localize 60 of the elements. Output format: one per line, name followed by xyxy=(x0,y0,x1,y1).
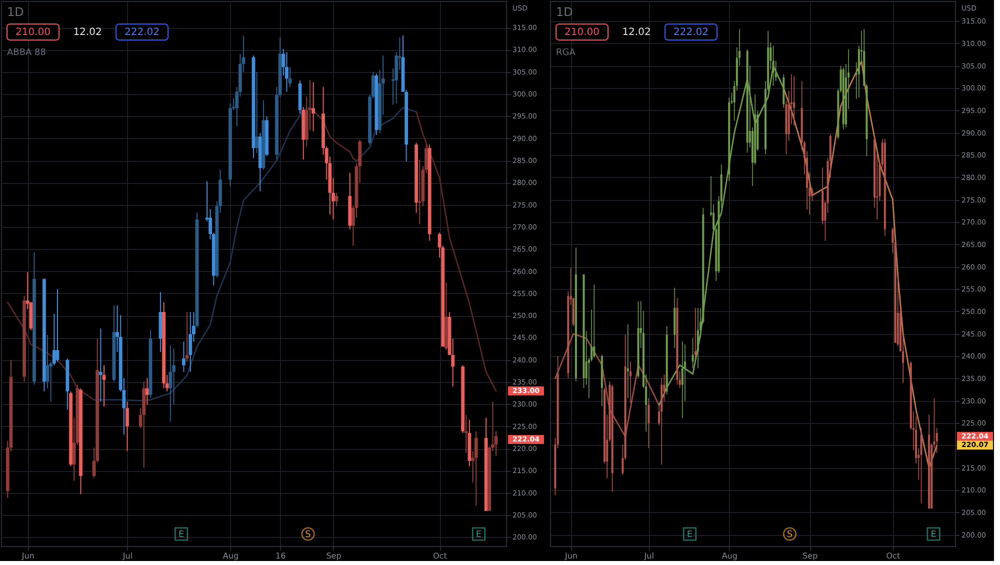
candlestick xyxy=(185,312,189,362)
annotation: 222.02 xyxy=(674,27,708,38)
line-series xyxy=(416,111,497,392)
candlestick xyxy=(145,378,149,406)
candlestick xyxy=(811,187,814,202)
annotation: 222.02 xyxy=(124,27,160,38)
candlestick xyxy=(793,76,796,126)
annotation: 12.02 xyxy=(73,27,102,38)
x-tick-label: Aug xyxy=(222,552,239,560)
candlestick xyxy=(168,344,172,422)
line-series xyxy=(93,106,311,402)
candlestick xyxy=(474,430,478,506)
line-series xyxy=(782,60,938,469)
annotation: E xyxy=(930,530,937,540)
x-tick-label: Sep xyxy=(326,552,342,560)
candlestick xyxy=(334,192,338,207)
annotation: E xyxy=(686,530,693,540)
candlestick xyxy=(312,82,316,132)
x-tick-label: Jul xyxy=(643,552,654,560)
x-tick-label: Oct xyxy=(433,552,447,560)
x-tick-label: Jul xyxy=(122,552,133,560)
chart-title: 1D xyxy=(556,5,573,19)
annotation: 210.00 xyxy=(16,27,50,38)
line-series xyxy=(6,302,95,400)
x-tick-label: 16 xyxy=(275,552,286,560)
x-tick-label: Jun xyxy=(20,552,34,560)
annotation: S xyxy=(786,530,793,540)
annotation: 210.00 xyxy=(564,27,600,38)
candlestick xyxy=(593,284,596,358)
candlestick xyxy=(692,337,694,369)
candlestick xyxy=(126,401,129,452)
x-tick-label: Aug xyxy=(722,552,738,560)
candlestick xyxy=(182,341,186,372)
text: RGA xyxy=(556,48,576,58)
candlestick xyxy=(102,364,106,407)
x-tick-label: Oct xyxy=(886,552,900,560)
line-series xyxy=(356,107,417,162)
candlestick xyxy=(188,312,192,372)
annotation: S xyxy=(305,530,312,540)
candlestick xyxy=(694,308,696,358)
x-tick-label: Sep xyxy=(802,552,818,560)
line-series xyxy=(554,333,660,438)
candlestick xyxy=(920,428,922,504)
candlestick xyxy=(98,328,102,402)
annotation: 12.02 xyxy=(622,27,651,38)
candlestick xyxy=(285,51,288,92)
candlestick xyxy=(629,361,632,404)
candlestick xyxy=(288,66,292,88)
annotation: E xyxy=(476,530,482,540)
candlestick xyxy=(255,71,259,154)
text: ABBA 88 xyxy=(7,48,46,58)
x-tick-label: Jun xyxy=(564,552,578,560)
candlestick xyxy=(464,414,468,454)
candlestick xyxy=(648,398,650,449)
candlestick xyxy=(626,324,629,399)
line-series xyxy=(309,106,358,162)
candlestick xyxy=(696,308,699,369)
annotation: E xyxy=(178,530,184,540)
candlestick xyxy=(56,288,60,362)
chart-title: 1D xyxy=(7,5,24,19)
